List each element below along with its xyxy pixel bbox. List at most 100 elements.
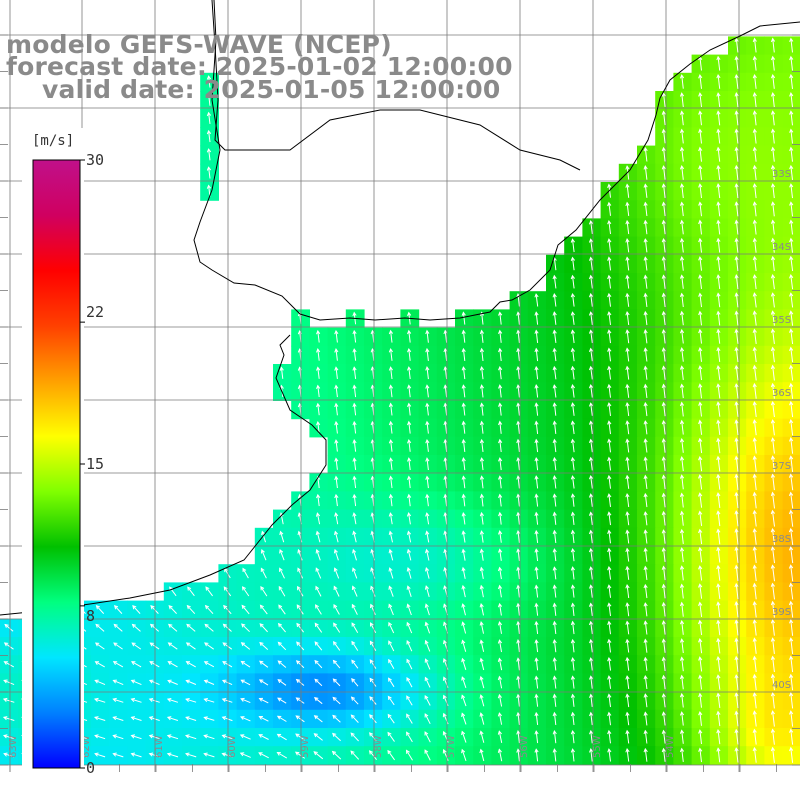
wind-arrow bbox=[770, 455, 776, 472]
lat-label: 38S bbox=[772, 534, 791, 545]
wind-arrow bbox=[296, 622, 304, 633]
wind-arrow bbox=[552, 748, 557, 762]
wind-arrow bbox=[661, 601, 666, 617]
wind-arrow bbox=[607, 219, 612, 235]
wind-arrow bbox=[607, 183, 612, 198]
wind-arrow bbox=[295, 697, 305, 704]
wind-arrow bbox=[661, 165, 666, 180]
wind-arrow bbox=[3, 752, 15, 758]
wind-arrow bbox=[625, 365, 630, 380]
wind-arrow bbox=[770, 437, 776, 454]
wind-arrow bbox=[607, 474, 612, 489]
wind-arrow bbox=[279, 549, 285, 561]
wind-arrow bbox=[788, 582, 794, 600]
wind-arrow bbox=[716, 128, 721, 144]
wind-arrow bbox=[497, 584, 503, 598]
wind-arrow bbox=[93, 716, 106, 721]
wind-arrow bbox=[112, 679, 124, 686]
wind-arrow bbox=[734, 528, 739, 545]
wind-arrow bbox=[679, 310, 685, 326]
wind-arrow bbox=[166, 716, 179, 721]
wind-arrow bbox=[352, 457, 357, 470]
wind-arrow bbox=[770, 128, 776, 144]
wind-arrow bbox=[734, 747, 739, 763]
wind-arrow bbox=[752, 37, 757, 53]
wind-arrow bbox=[588, 329, 594, 344]
wind-arrow bbox=[167, 623, 178, 632]
wind-arrow bbox=[679, 237, 685, 253]
wind-arrow bbox=[752, 728, 757, 745]
wind-arrow bbox=[315, 604, 322, 615]
wind-arrow bbox=[661, 347, 666, 362]
wind-arrow bbox=[258, 716, 269, 722]
wind-arrow bbox=[93, 697, 106, 703]
wind-arrow bbox=[223, 604, 232, 615]
wind-arrow bbox=[770, 164, 776, 180]
wind-arrow bbox=[276, 751, 288, 759]
wind-arrow bbox=[607, 347, 612, 362]
wind-arrow bbox=[625, 693, 630, 708]
wind-arrow bbox=[2, 697, 15, 703]
wind-arrow bbox=[203, 716, 215, 721]
wind-arrow bbox=[752, 310, 757, 326]
wind-arrow bbox=[552, 620, 557, 635]
wind-arrow bbox=[643, 711, 648, 726]
wind-arrow bbox=[734, 328, 739, 344]
wind-arrow bbox=[607, 274, 612, 289]
wind-arrow bbox=[498, 493, 503, 507]
wind-arrow bbox=[516, 402, 521, 416]
wind-arrow bbox=[698, 310, 703, 326]
wind-arrow bbox=[388, 457, 394, 470]
wind-arrow bbox=[770, 527, 775, 545]
wind-arrow bbox=[350, 732, 359, 742]
wind-arrow bbox=[407, 384, 412, 398]
wind-arrow bbox=[479, 730, 485, 743]
wind-arrow bbox=[552, 384, 557, 398]
wind-arrow bbox=[334, 493, 339, 507]
wind-arrow bbox=[643, 438, 648, 453]
wind-arrow bbox=[661, 438, 666, 453]
wind-arrow bbox=[407, 475, 412, 489]
wind-arrow bbox=[752, 55, 757, 71]
wind-arrow bbox=[643, 565, 648, 580]
wind-arrow bbox=[607, 565, 612, 580]
wind-arrow bbox=[661, 510, 666, 526]
wind-arrow bbox=[752, 183, 757, 199]
wind-arrow bbox=[734, 473, 739, 490]
wind-arrow bbox=[734, 310, 739, 326]
wind-arrow bbox=[443, 530, 448, 543]
wind-arrow bbox=[698, 419, 703, 435]
wind-arrow bbox=[788, 527, 794, 545]
wind-arrow bbox=[552, 493, 557, 507]
wind-arrow bbox=[166, 734, 179, 740]
wind-arrow bbox=[716, 728, 721, 745]
lon-label: 58W bbox=[373, 735, 384, 758]
wind-arrow bbox=[643, 620, 648, 635]
wind-arrow bbox=[770, 728, 776, 745]
wind-arrow bbox=[679, 201, 685, 217]
wind-arrow bbox=[316, 402, 321, 416]
wind-arrow bbox=[734, 655, 739, 672]
wind-arrow bbox=[661, 183, 666, 198]
wind-arrow bbox=[516, 639, 521, 653]
wind-arrow bbox=[570, 748, 576, 762]
wind-arrow bbox=[316, 329, 321, 343]
wind-arrow bbox=[679, 510, 685, 526]
wind-arrow bbox=[789, 164, 794, 180]
wind-arrow bbox=[607, 493, 612, 507]
wind-arrow bbox=[643, 456, 648, 471]
wind-arrow bbox=[716, 92, 721, 108]
colorbar-gradient bbox=[32, 159, 81, 769]
wind-arrow bbox=[242, 567, 249, 579]
wind-arrow bbox=[479, 438, 485, 452]
wind-arrow bbox=[698, 346, 703, 362]
wind-arrow bbox=[425, 566, 430, 579]
wind-arrow bbox=[552, 675, 557, 689]
wind-arrow bbox=[716, 237, 721, 253]
wind-arrow bbox=[789, 691, 794, 709]
colorbar bbox=[22, 128, 85, 776]
lon-label: 63W bbox=[8, 735, 19, 758]
wind-arrow bbox=[625, 420, 630, 435]
wind-arrow bbox=[332, 678, 341, 687]
wind-arrow bbox=[661, 492, 666, 508]
